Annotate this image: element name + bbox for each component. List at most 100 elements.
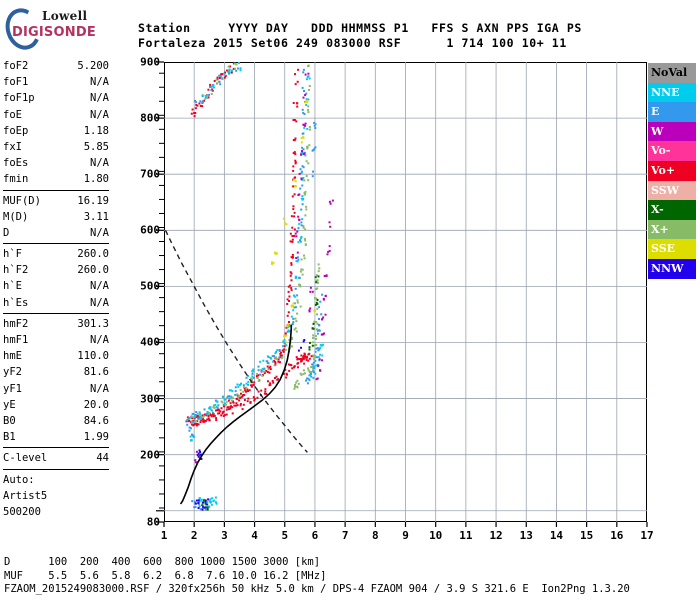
param-key: B0	[3, 414, 16, 427]
param-key: foE	[3, 108, 22, 121]
logo-lowell-text: Lowell	[42, 9, 88, 23]
param-key: fmin	[3, 173, 29, 186]
y-tick-300: 300	[140, 392, 160, 406]
param-value: 5.85	[83, 140, 109, 153]
param-key: foEs	[3, 157, 29, 170]
param-key: B1	[3, 431, 16, 444]
param-key: h`F	[3, 248, 22, 261]
x-tick-4: 4	[251, 529, 258, 542]
muf-dashed-curve	[164, 229, 308, 453]
param-value: 84.6	[83, 414, 109, 427]
x-tick-16: 16	[610, 529, 624, 542]
param-row-hmf2: hmF2 301.3	[3, 316, 109, 332]
legend-item-noval[interactable]: NoVal	[648, 63, 696, 83]
legend-item-sse[interactable]: SSE	[648, 239, 696, 259]
param-value: 1.80	[83, 173, 109, 186]
param-value: N/A	[90, 226, 109, 239]
y-tick-200: 200	[140, 448, 160, 462]
param-key: h`F2	[3, 264, 29, 277]
param-key: foEp	[3, 124, 29, 137]
scale-line-d: D 100 200 400 600 800 1000 1500 3000 [km…	[4, 556, 321, 568]
legend-item-w[interactable]: W	[648, 121, 696, 142]
x-tick-14: 14	[549, 529, 564, 542]
legend-item-vo[interactable]: Vo-	[648, 141, 696, 161]
x-tick-3: 3	[221, 529, 228, 542]
param-value: 260.0	[77, 248, 109, 261]
ionogram-plot	[156, 61, 648, 527]
param-key: foF2	[3, 60, 29, 72]
param-value: N/A	[90, 296, 109, 309]
param-divider	[3, 447, 109, 449]
param-value: N/A	[90, 280, 109, 293]
param-row-foe: foE N/A	[3, 107, 109, 123]
y-tick-800: 800	[140, 111, 160, 125]
param-value: 20.0	[83, 398, 109, 411]
param-row-b1: B1 1.99	[3, 429, 109, 445]
echo-series-nnw	[194, 339, 306, 511]
y-tick-400: 400	[140, 335, 160, 349]
legend-item-x[interactable]: X-	[648, 200, 696, 220]
param-key: D	[3, 226, 10, 239]
x-tick-10: 10	[429, 529, 443, 542]
x-tick-7: 7	[341, 529, 349, 542]
param-row-fmin: fmin 1.80	[3, 171, 109, 187]
param-key: hmF1	[3, 334, 29, 346]
param-row-fof1: foF1 N/A	[3, 74, 109, 90]
logo-digisonde-text: DIGISONDE	[12, 25, 96, 40]
param-value: N/A	[90, 76, 109, 89]
param-key: yF2	[3, 366, 22, 379]
param-value: N/A	[90, 334, 109, 346]
param-key: M(D)	[3, 210, 29, 223]
legend-item-x[interactable]: X+	[648, 219, 696, 240]
param-key: foF1p	[3, 92, 35, 105]
param-value: N/A	[90, 92, 109, 105]
scale-line-muf: MUF 5.5 5.6 5.8 6.2 6.8 7.6 10.0 16.2 [M…	[4, 569, 327, 582]
station-header-line2: Fortaleza 2015 Set06 249 083000 RSF 1 71…	[138, 36, 567, 50]
param-row-clevel: C-level 44	[3, 450, 109, 466]
y-tick-500: 500	[140, 279, 160, 293]
y-tick-900: 900	[140, 55, 160, 69]
param-key: MUF(D)	[3, 194, 41, 207]
y-axis-labels: 80 200 300 400 500 600 700 800 900	[112, 56, 160, 529]
x-tick-17: 17	[640, 529, 654, 542]
y-tick-700: 700	[140, 167, 160, 181]
station-header: Station YYYY DAY DDD HHMMSS P1 FFS S AXN…	[138, 21, 582, 51]
param-value: 110.0	[77, 350, 109, 363]
echo-series-x	[201, 275, 320, 511]
param-key: foF1	[3, 76, 29, 89]
echo-series-sse	[271, 99, 316, 343]
param-value: 1.99	[83, 431, 109, 444]
x-tick-15: 15	[580, 529, 594, 542]
param-value: 5.200	[77, 60, 109, 72]
echo-series-x	[190, 62, 321, 423]
param-row-b0: B0 84.6	[3, 413, 109, 429]
plot-gridlines	[156, 61, 648, 527]
x-tick-13: 13	[519, 529, 533, 542]
param-row-d: D N/A	[3, 225, 109, 241]
legend-item-nnw[interactable]: NNW	[648, 258, 696, 279]
param-row-yf1: yF1 N/A	[3, 381, 109, 397]
legend-item-ssw[interactable]: SSW	[648, 180, 696, 201]
legend-item-vo[interactable]: Vo+	[648, 160, 696, 181]
x-tick-1: 1	[160, 529, 168, 542]
param-row-fxi: fxI 5.85	[3, 139, 109, 155]
param-row-hmf1: hmF1 N/A	[3, 332, 109, 348]
lowell-digisonde-logo: Lowell DIGISONDE	[0, 3, 106, 55]
footer-metadata: FZAOM_2015249083000.RSF / 320fx256h 50 k…	[4, 583, 630, 595]
y-tick-600: 600	[140, 223, 160, 237]
param-row-fof2: foF2 5.200	[3, 58, 109, 74]
param-row-hes: h`Es N/A	[3, 295, 109, 311]
param-divider	[3, 189, 109, 191]
param-row-foes: foEs N/A	[3, 155, 109, 171]
muf-distance-scale: D 100 200 400 600 800 1000 1500 3000 [km…	[4, 556, 326, 583]
auto-line-0: Auto:	[3, 473, 35, 486]
legend-item-nne[interactable]: NNE	[648, 82, 696, 103]
param-divider	[3, 312, 109, 314]
param-row-hf2: h`F2 260.0	[3, 262, 109, 278]
param-row-hf: h`F 260.0	[3, 246, 109, 262]
legend-item-e[interactable]: E	[648, 102, 696, 122]
param-row-he: h`E N/A	[3, 278, 109, 294]
auto-line-2: 500200	[3, 505, 41, 518]
param-value: 301.3	[77, 317, 109, 330]
param-row-foep: foEp 1.18	[3, 123, 109, 139]
